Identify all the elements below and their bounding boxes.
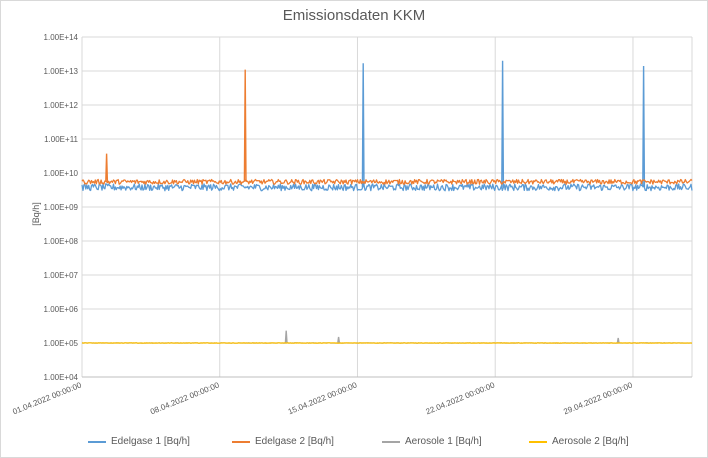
legend-item: Aerosole 2 [Bq/h] [529, 436, 629, 447]
series-spike [616, 337, 620, 344]
y-tick-label: 1.00E+10 [44, 169, 79, 178]
y-tick-label: 1.00E+12 [44, 101, 79, 110]
series-line [81, 178, 693, 185]
legend-item: Edelgase 1 [Bq/h] [88, 436, 190, 447]
y-tick-label: 1.00E+04 [44, 373, 79, 382]
series-line [81, 183, 693, 192]
legend-label: Aerosole 1 [Bq/h] [405, 436, 482, 447]
legend-label: Aerosole 2 [Bq/h] [552, 436, 629, 447]
series-spike [284, 330, 288, 344]
y-tick-label: 1.00E+06 [44, 305, 79, 314]
y-tick-label: 1.00E+14 [44, 33, 79, 42]
series-spike [361, 63, 365, 188]
y-tick-label: 1.00E+07 [44, 271, 79, 280]
y-tick-label: 1.00E+13 [44, 67, 79, 76]
legend: Edelgase 1 [Bq/h] Edelgase 2 [Bq/h] Aeroso… [0, 436, 708, 452]
legend-swatch [88, 440, 106, 443]
x-tick-label: 29.04.2022 00:00:00 [562, 380, 634, 416]
series-spike [642, 65, 646, 188]
y-tick-label: 1.00E+09 [44, 203, 79, 212]
legend-item: Edelgase 2 [Bq/h] [232, 436, 334, 447]
y-tick-label: 1.00E+05 [44, 339, 79, 348]
legend-swatch [529, 440, 547, 443]
legend-swatch [232, 440, 250, 443]
series-spike [501, 60, 505, 188]
y-tick-label: 1.00E+08 [44, 237, 79, 246]
x-tick-label: 08.04.2022 00:00:00 [149, 380, 221, 416]
x-tick-label: 22.04.2022 00:00:00 [425, 380, 497, 416]
x-tick-label: 15.04.2022 00:00:00 [287, 380, 359, 416]
series-spike [243, 69, 247, 182]
chart-title: Emissionsdaten KKM [282, 7, 426, 24]
legend-item: Aerosole 1 [Bq/h] [382, 436, 482, 447]
legend-label: Edelgase 2 [Bq/h] [255, 436, 334, 447]
series-spike [105, 153, 109, 182]
legend-label: Edelgase 1 [Bq/h] [111, 436, 190, 447]
legend-swatch [382, 440, 400, 443]
x-tick-label: 01.04.2022 00:00:00 [11, 380, 83, 416]
series-spike [337, 336, 341, 344]
y-tick-label: 1.00E+11 [44, 135, 78, 144]
